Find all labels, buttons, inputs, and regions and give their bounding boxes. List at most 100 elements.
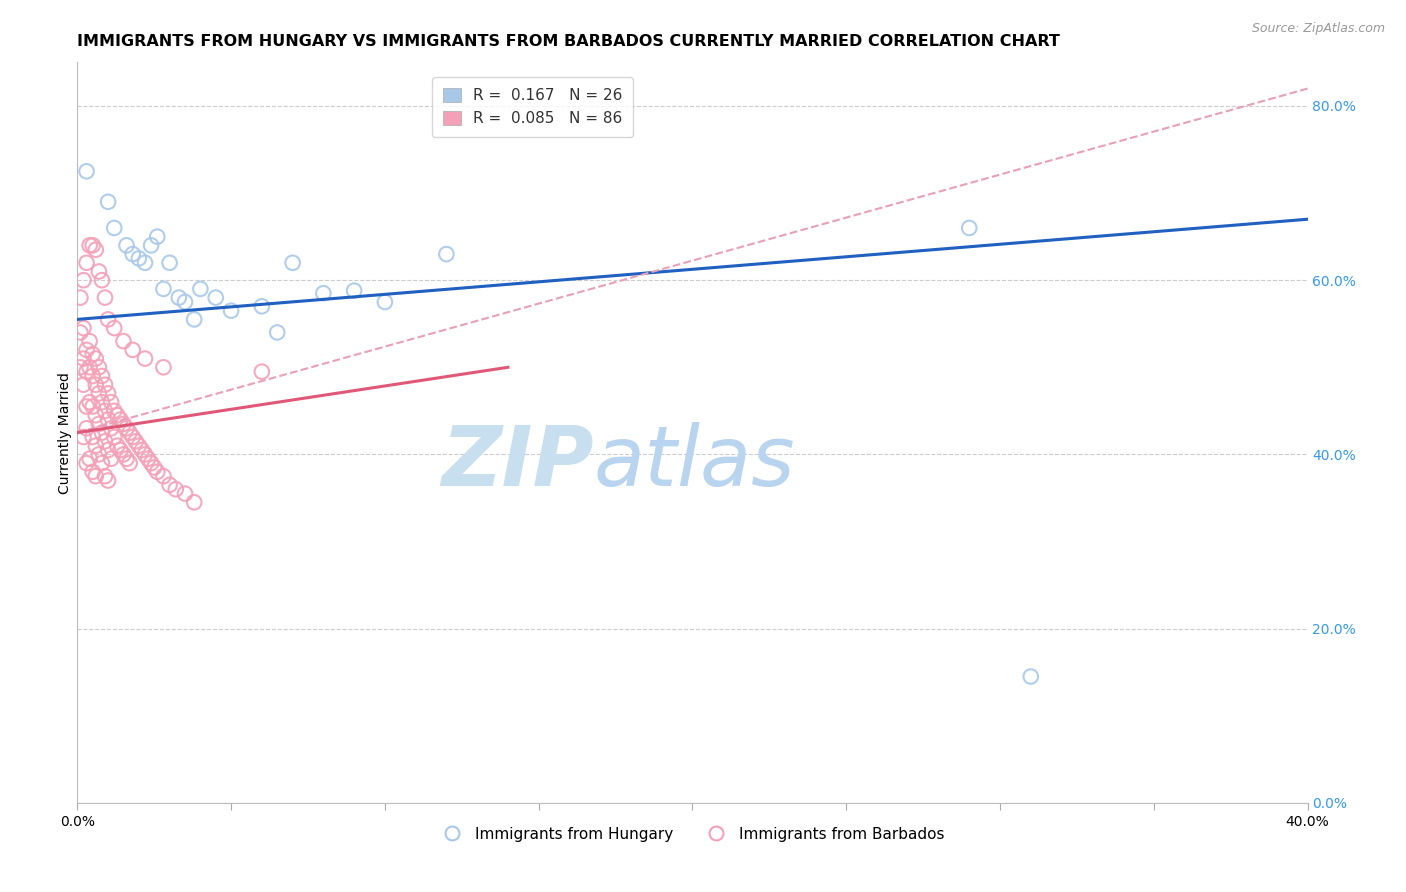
Point (128, 439, 150, 453)
Point (125, 434, 148, 449)
Point (94, 291, 117, 305)
Point (141, 456, 163, 470)
Point (374, 295, 396, 310)
Point (100, 451, 122, 466)
Point (97, 412, 120, 426)
Point (79, 238, 101, 252)
Point (84, 377, 107, 392)
Y-axis label: Currently Married: Currently Married (58, 372, 72, 493)
Point (90, 456, 114, 470)
Point (82, 400, 104, 414)
Point (79, 395, 101, 409)
Point (97, 312, 120, 326)
Point (69, 326, 91, 340)
Point (174, 295, 197, 310)
Point (134, 351, 156, 366)
Point (112, 334, 135, 348)
Point (128, 252, 150, 266)
Point (97, 194, 120, 209)
Point (112, 447, 135, 461)
Point (97, 386, 120, 401)
Text: atlas: atlas (595, 422, 796, 503)
Point (90, 273, 114, 287)
Point (69, 291, 91, 305)
Point (90, 395, 114, 409)
Point (84, 351, 107, 366)
Point (97, 443, 120, 458)
Point (281, 256, 304, 270)
Point (87, 447, 110, 461)
Text: IMMIGRANTS FROM HUNGARY VS IMMIGRANTS FROM BARBADOS CURRENTLY MARRIED CORRELATIO: IMMIGRANTS FROM HUNGARY VS IMMIGRANTS FR… (77, 34, 1060, 49)
Point (115, 451, 138, 466)
Point (76, 164, 98, 178)
Point (72, 321, 94, 335)
Point (82, 347, 104, 361)
Point (100, 395, 122, 409)
Point (159, 256, 181, 270)
Point (105, 439, 128, 453)
Point (84, 243, 107, 257)
Point (82, 369, 104, 384)
Point (84, 439, 107, 453)
Point (76, 365, 98, 379)
Point (76, 456, 98, 470)
Point (250, 365, 273, 379)
Point (167, 291, 190, 305)
Point (183, 495, 205, 509)
Point (312, 286, 335, 301)
Point (90, 425, 114, 440)
Point (1019, 669, 1042, 683)
Point (76, 400, 98, 414)
Point (82, 238, 104, 252)
Point (69, 360, 91, 375)
Point (72, 351, 94, 366)
Point (76, 343, 98, 357)
Point (131, 443, 153, 458)
Point (84, 469, 107, 483)
Point (103, 321, 125, 335)
Point (188, 282, 212, 296)
Point (84, 408, 107, 422)
Point (94, 469, 117, 483)
Point (118, 425, 141, 440)
Point (143, 460, 166, 475)
Point (165, 482, 187, 496)
Point (76, 256, 98, 270)
Point (115, 238, 138, 252)
Point (219, 303, 242, 318)
Point (152, 360, 174, 375)
Text: ZIP: ZIP (441, 422, 595, 503)
Point (94, 377, 117, 392)
Point (94, 434, 117, 449)
Point (87, 360, 110, 375)
Point (72, 377, 94, 392)
Point (183, 312, 205, 326)
Point (250, 299, 273, 313)
Point (266, 326, 288, 340)
Point (79, 451, 101, 466)
Point (957, 221, 980, 235)
Point (136, 451, 159, 466)
Point (103, 430, 125, 444)
Point (82, 430, 104, 444)
Point (72, 430, 94, 444)
Point (100, 421, 122, 435)
Point (105, 408, 128, 422)
Point (110, 443, 132, 458)
Point (79, 334, 101, 348)
Point (103, 221, 125, 235)
Point (118, 456, 141, 470)
Point (115, 421, 138, 435)
Point (174, 486, 197, 500)
Point (152, 469, 174, 483)
Point (152, 282, 174, 296)
Point (134, 447, 156, 461)
Point (90, 369, 114, 384)
Point (146, 465, 169, 479)
Point (121, 343, 143, 357)
Point (134, 256, 156, 270)
Point (94, 404, 117, 418)
Point (82, 465, 104, 479)
Point (87, 264, 110, 278)
Point (79, 360, 101, 375)
